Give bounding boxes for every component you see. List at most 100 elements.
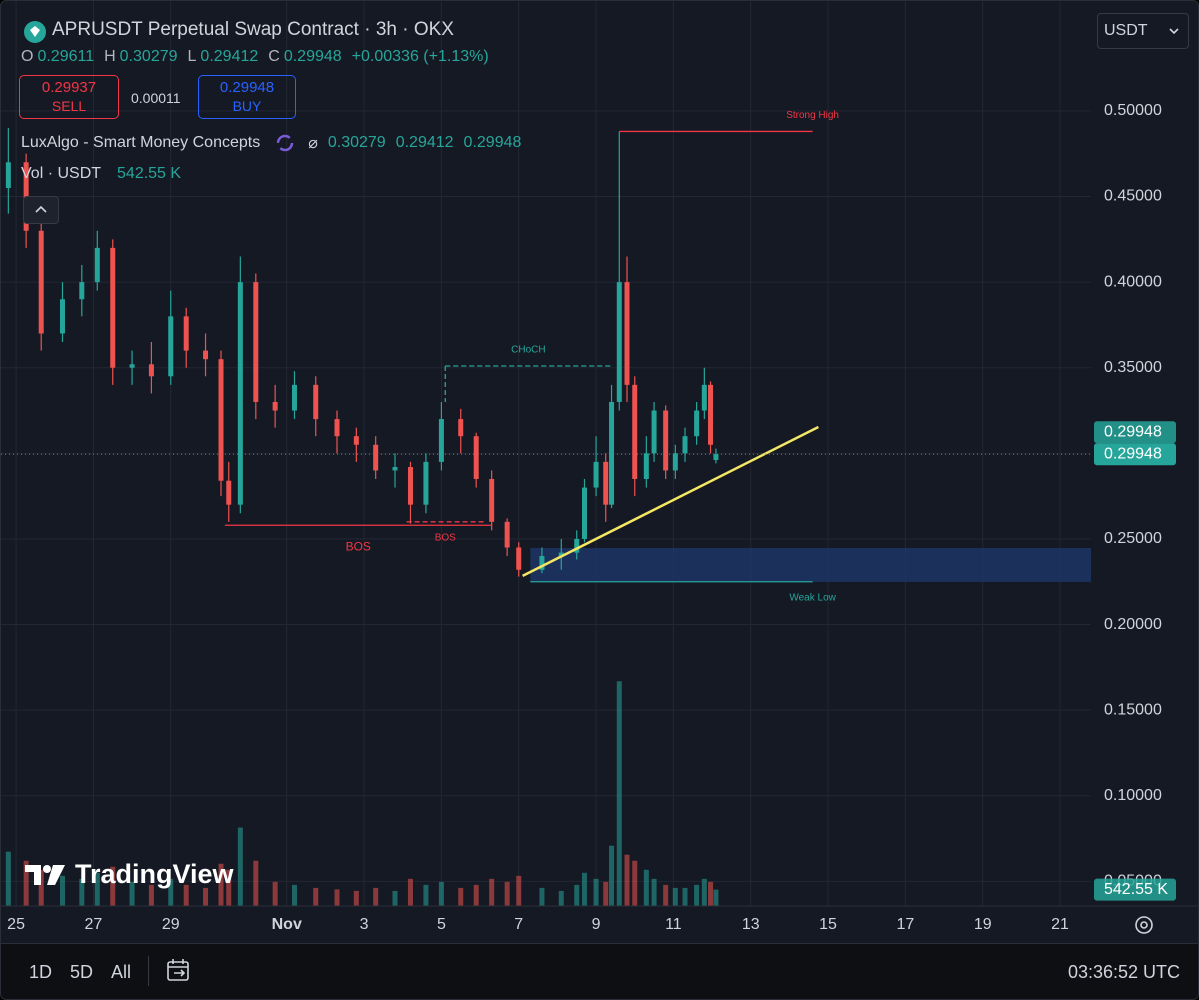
volume-bar (694, 884, 700, 906)
candle-body (458, 419, 464, 437)
volume-bar (438, 881, 444, 906)
volume-bar (407, 878, 413, 906)
currency-label: USDT (1104, 22, 1148, 39)
watermark-logo (25, 864, 65, 885)
x-tick-label: 17 (897, 916, 915, 933)
settings-button[interactable] (1131, 912, 1157, 938)
x-tick-label: 7 (514, 916, 523, 933)
ohlc-value: 0.29948 (283, 48, 342, 65)
candle-body (643, 453, 649, 480)
volume-tag (1094, 878, 1176, 901)
volume-bar (458, 887, 464, 906)
volume-bar (23, 860, 29, 906)
volume-bar (5, 851, 11, 906)
ohlc-label: L (187, 48, 197, 65)
structure-label: BOS (346, 539, 371, 553)
volume-bar (489, 878, 495, 906)
volume-row: Vol · USDT 542.55 K (21, 165, 181, 183)
candle-body (438, 419, 444, 462)
candle-body (334, 419, 340, 437)
y-tick-label: 0.25000 (1104, 530, 1162, 547)
volume-bar (616, 681, 622, 906)
y-tick-label: 0.50000 (1104, 102, 1162, 119)
trendline (522, 425, 819, 578)
volume-bar (423, 884, 429, 906)
candle-body (313, 384, 319, 420)
x-tick-label: 29 (162, 916, 180, 933)
date-range-button[interactable] (165, 957, 193, 985)
candle-body (38, 230, 44, 334)
candle-body (423, 461, 429, 505)
candle-body (79, 282, 85, 300)
currency-select[interactable]: USDT (1097, 13, 1189, 49)
buy-button[interactable]: 0.29948 BUY (198, 75, 296, 119)
sell-button[interactable]: 0.29937 SELL (19, 75, 119, 119)
candle-body (291, 384, 297, 411)
order-block (530, 548, 1091, 582)
candle-body (504, 521, 510, 548)
bottom-toolbar: 1D 5D All 03:36:52 UTC (1, 943, 1198, 999)
volume-bar (334, 889, 340, 906)
volume-bar (713, 889, 719, 906)
ohlc-value: 0.29412 (200, 48, 259, 65)
last-price-label: 0.29948 (1104, 445, 1162, 462)
indicator-value: 0.29412 (395, 134, 454, 151)
volume-bar (539, 887, 545, 906)
volume-bar (593, 878, 599, 906)
volume-name: Vol · USDT (21, 165, 102, 182)
y-tick-label: 0.15000 (1104, 701, 1162, 718)
volume-bar (373, 887, 379, 906)
volume-bar (148, 884, 154, 906)
volume-bar (701, 878, 707, 906)
candle-body (663, 410, 669, 471)
symbol-title: APRUSDT Perpetual Swap Contract · 3h · O… (52, 19, 454, 40)
clock: 03:36:52 UTC (1067, 962, 1180, 982)
range-button[interactable]: All (111, 962, 132, 982)
watermark: TradingView (23, 859, 234, 890)
range-button[interactable]: 1D (29, 962, 53, 982)
candle-body (516, 547, 522, 570)
volume-bar (574, 884, 580, 906)
candle-body (593, 461, 599, 488)
volume-bar (79, 878, 85, 906)
candle-body (539, 556, 545, 570)
ohlc-label: H (104, 48, 116, 65)
exchange-logo (24, 21, 46, 43)
collapse-button[interactable] (23, 196, 59, 224)
candle-body (94, 247, 100, 283)
candle-body (708, 384, 714, 445)
volume-bar (272, 881, 278, 906)
candle-body (218, 359, 224, 481)
range-button[interactable]: 5D (70, 962, 94, 982)
volume-bar (94, 872, 100, 906)
structure-label: Weak Low (789, 592, 836, 603)
indicator-name: LuxAlgo - Smart Money Concepts (21, 134, 261, 151)
candle-body (672, 453, 678, 471)
x-tick-label: 25 (7, 916, 25, 933)
candle-body (373, 444, 379, 471)
spread: 0.00011 (131, 90, 181, 106)
volume-bar (59, 875, 65, 906)
structure-label: CHoCH (511, 345, 545, 356)
volume-bar (473, 884, 479, 906)
indicator-row: LuxAlgo - Smart Money Concepts ⌀ 0.30279… (21, 133, 521, 153)
volume-bar (226, 869, 232, 906)
candle-body (473, 436, 479, 480)
candle-body (632, 384, 638, 480)
candle-body (203, 350, 209, 360)
sell-price: 0.29937 (41, 79, 97, 96)
volume-bar (632, 860, 638, 906)
candle-body (609, 401, 615, 505)
x-tick-label: Nov (272, 916, 302, 933)
volume-bar (603, 881, 609, 906)
volume-bar (516, 875, 522, 906)
x-tick-label: 13 (742, 916, 760, 933)
volume-value: 542.55 K (117, 165, 182, 182)
candle-body (713, 454, 719, 460)
x-tick-label: 9 (592, 916, 601, 933)
volume-bar (663, 884, 669, 906)
candle-body (616, 282, 622, 402)
candle-body (694, 410, 700, 437)
chevron-up (35, 205, 47, 213)
volume-bar (203, 887, 209, 906)
